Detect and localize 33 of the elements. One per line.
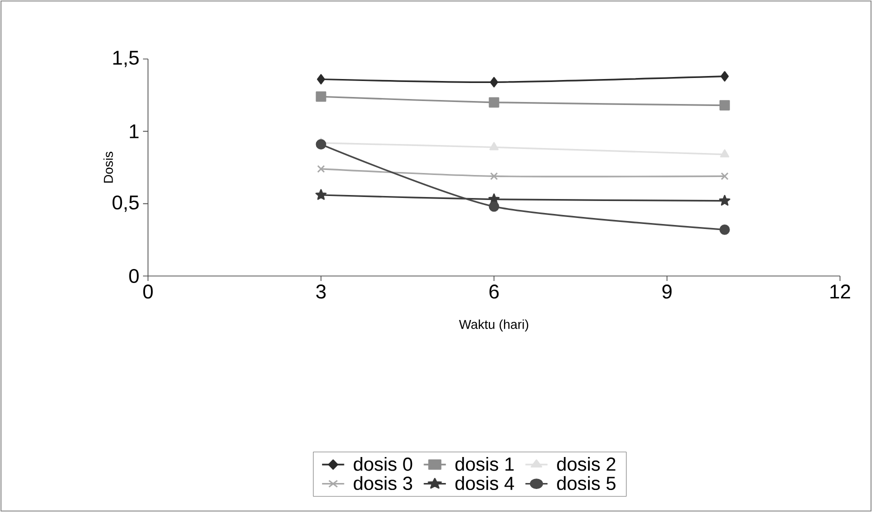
point (719, 224, 730, 235)
point (316, 139, 326, 150)
legend-label: dosis 3 (354, 476, 412, 490)
point (489, 142, 499, 150)
y-tick-label: 0 (129, 268, 139, 284)
point (316, 74, 326, 84)
legend-label: dosis 4 (455, 476, 514, 490)
point (316, 91, 326, 102)
point (488, 201, 500, 212)
y-tick-label: 1,5 (113, 50, 139, 68)
point (720, 71, 729, 82)
legend-label: dosis 2 (557, 456, 616, 471)
point (315, 189, 327, 200)
legend-label: dosis 0 (354, 456, 412, 471)
point (719, 100, 730, 110)
point (317, 165, 325, 173)
x-axis-title: Waktu (hari) (459, 319, 528, 332)
x-tick-label: 9 (662, 284, 672, 299)
x-tick-label: 0 (143, 284, 153, 299)
x-tick-label: 12 (830, 284, 850, 298)
point (488, 97, 500, 108)
x-tick-label: 6 (489, 284, 499, 299)
y-tick-label: 0,5 (112, 195, 139, 212)
point (490, 76, 498, 88)
point (720, 149, 730, 158)
x-tick-label: 3 (316, 284, 326, 299)
point (720, 172, 729, 180)
y-axis-title: Dosis (103, 152, 113, 183)
legend-label: dosis 5 (557, 476, 616, 490)
point (490, 172, 498, 180)
y-tick-label: 1 (130, 124, 139, 138)
legend-label: dosis 1 (455, 456, 514, 471)
point (719, 194, 730, 206)
